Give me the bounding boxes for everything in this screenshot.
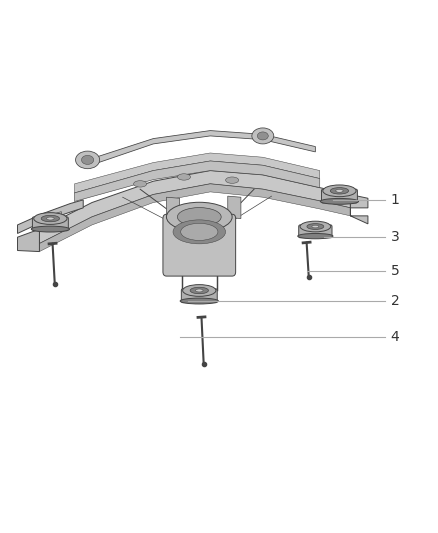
Ellipse shape	[195, 289, 203, 292]
Text: 3: 3	[391, 230, 399, 244]
Ellipse shape	[298, 233, 333, 239]
Text: 2: 2	[391, 294, 399, 308]
Ellipse shape	[76, 151, 100, 169]
Ellipse shape	[81, 156, 94, 165]
FancyBboxPatch shape	[181, 289, 217, 303]
Polygon shape	[18, 200, 83, 233]
Bar	[44, 219, 55, 225]
Ellipse shape	[180, 298, 219, 304]
Text: 5: 5	[391, 264, 399, 278]
Ellipse shape	[323, 185, 356, 197]
Polygon shape	[228, 196, 241, 219]
Ellipse shape	[307, 223, 324, 230]
FancyBboxPatch shape	[299, 225, 332, 238]
Ellipse shape	[300, 221, 331, 232]
FancyBboxPatch shape	[321, 189, 357, 203]
Ellipse shape	[177, 174, 191, 180]
Ellipse shape	[41, 215, 60, 222]
Polygon shape	[74, 153, 320, 193]
Ellipse shape	[252, 128, 274, 144]
Ellipse shape	[46, 217, 54, 220]
Ellipse shape	[134, 181, 147, 187]
Ellipse shape	[226, 177, 239, 183]
Text: 4: 4	[391, 330, 399, 344]
Ellipse shape	[336, 189, 343, 192]
Ellipse shape	[166, 203, 232, 232]
Bar	[39, 222, 53, 230]
Ellipse shape	[190, 287, 208, 294]
Polygon shape	[350, 195, 368, 224]
Ellipse shape	[34, 213, 67, 224]
Polygon shape	[39, 171, 350, 244]
Ellipse shape	[177, 208, 221, 227]
Polygon shape	[18, 229, 39, 252]
Ellipse shape	[183, 285, 216, 296]
Ellipse shape	[180, 223, 218, 240]
Polygon shape	[74, 161, 320, 201]
Ellipse shape	[257, 132, 268, 140]
FancyBboxPatch shape	[32, 217, 68, 231]
Ellipse shape	[173, 220, 226, 244]
Polygon shape	[88, 131, 315, 166]
Polygon shape	[39, 184, 350, 252]
FancyBboxPatch shape	[163, 214, 236, 276]
Polygon shape	[39, 212, 61, 224]
Text: 1: 1	[391, 193, 399, 207]
Ellipse shape	[312, 225, 319, 228]
Ellipse shape	[330, 188, 349, 194]
Ellipse shape	[320, 198, 359, 204]
Polygon shape	[166, 197, 180, 220]
Ellipse shape	[31, 226, 70, 232]
